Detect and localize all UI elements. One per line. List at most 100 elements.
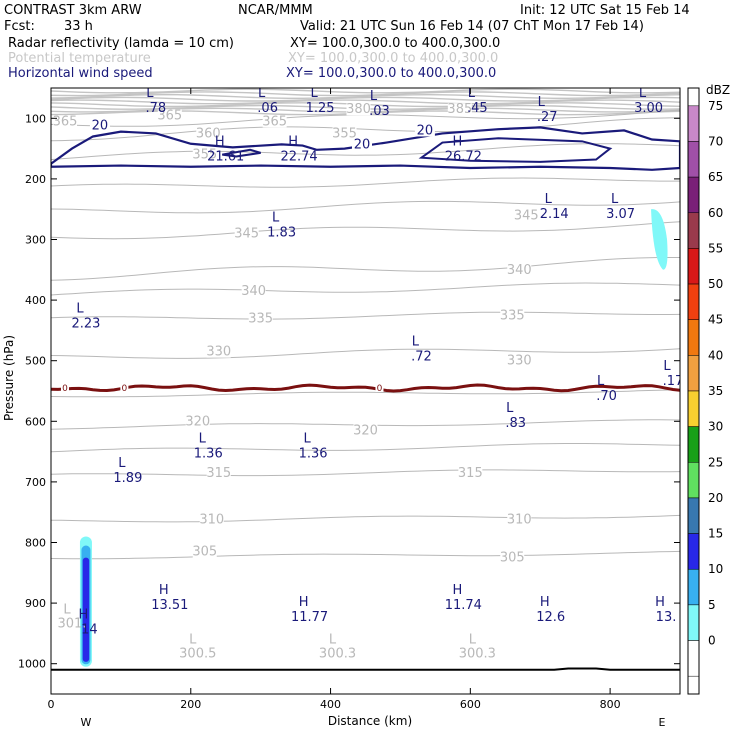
wind-extremum-marker: H (452, 135, 462, 150)
wind-extremum-value: 1.83 (267, 225, 296, 240)
colorbar-label: 5 (708, 598, 716, 612)
x-end-label-east: E (659, 716, 666, 729)
wind-extremum-marker: L (639, 86, 647, 101)
wind-extremum-value: .83 (505, 416, 526, 431)
theta-contour-label: 365 (157, 108, 182, 123)
theta-min-value: 300.3 (459, 647, 496, 662)
colorbar-label: 60 (708, 206, 723, 220)
theta-min-marker: L (63, 602, 71, 617)
wind20-label-bg (352, 138, 373, 151)
x-end-label-west: W (81, 716, 92, 729)
colorbar-label: 55 (708, 241, 723, 255)
theta-contour-label: 310 (507, 513, 532, 528)
colorbar-label: 65 (708, 170, 723, 184)
colorbar-label: 20 (708, 491, 723, 505)
theta-contour-upper (51, 93, 680, 99)
theta-min-value: 300.3 (319, 647, 356, 662)
theta-contour-label: 305 (192, 545, 217, 560)
wind-extremum-marker: H (655, 595, 665, 610)
theta-contour-upper (51, 91, 680, 97)
colorbar-label: 70 (708, 134, 723, 148)
wind-20-contour-label: 20 (417, 123, 434, 138)
x-tick-label: 800 (600, 698, 621, 711)
wind-20-contour-label: 20 (354, 137, 371, 152)
wind-extremum-marker: L (310, 86, 318, 101)
header-init: Init: 12 UTC Sat 15 Feb 14 (520, 3, 690, 18)
theta-contour-label: 340 (241, 284, 266, 299)
wind-extremum-marker: L (611, 192, 619, 207)
header-fcst-value: 33 h (64, 19, 93, 34)
theta-min-value: 301. (57, 616, 86, 631)
wind20-label-bg (89, 119, 110, 132)
colorbar-swatch (687, 497, 700, 534)
colorbar-unit: dBZ (706, 83, 730, 97)
colorbar-swatch (687, 462, 700, 499)
zero-label-bg (375, 382, 384, 392)
wind-extremum-value: .03 (369, 104, 390, 119)
theta-contour (51, 348, 680, 359)
colorbar-frame (687, 87, 700, 695)
theta-contour (51, 257, 680, 281)
x-tick-label: 600 (460, 698, 481, 711)
zero-contour-label: 0 (122, 384, 128, 394)
wind-extremum-marker: H (159, 583, 169, 598)
colorbar-label: 40 (708, 348, 723, 362)
wind-extremum-value: 12.6 (536, 610, 565, 625)
theta-contour (51, 221, 680, 240)
x-tick-label: 0 (48, 698, 55, 711)
wind-extremum-value: 3.07 (606, 207, 635, 222)
wind-extremum-value: .70 (596, 389, 617, 404)
y-tick-label: 800 (25, 537, 46, 550)
colorbar-swatch (687, 105, 700, 142)
colorbar-swatch (687, 176, 700, 214)
wind-extremum-value: .06 (257, 101, 278, 116)
theta-label-bg (507, 513, 532, 526)
x-axis-title: Distance (km) (328, 714, 412, 728)
wind-extremum-marker: L (118, 456, 126, 471)
colorbar-label: 0 (708, 634, 716, 648)
wind-extremum-value: 2.23 (71, 316, 100, 331)
theta-label-bg (241, 285, 266, 298)
y-tick-label: 300 (25, 234, 46, 247)
theta-contour (51, 469, 680, 477)
theta-contour (51, 117, 680, 142)
wind-extremum-value: 3.00 (634, 101, 663, 116)
theta-contour (51, 389, 680, 398)
wind-20-contour-inner (418, 137, 613, 163)
theta-contour (51, 514, 680, 523)
theta-label-bg (185, 415, 210, 428)
theta-min-value: 300.5 (179, 647, 216, 662)
theta-label-bg (52, 115, 77, 128)
zero-label-bg (60, 382, 69, 392)
wind-extremum-marker: L (272, 210, 280, 225)
wind-extremum-value: .45 (467, 101, 488, 116)
plot-area: 365 365 360 365 355 355 385 380 345 345 340 340 335 3… (18, 86, 681, 711)
wind-extremum-marker: L (597, 374, 605, 389)
theta-contour (51, 443, 680, 453)
theta-contour-label: 355 (192, 148, 217, 163)
wind-20-contour-label: 20 (92, 119, 109, 134)
field-xy-wind: XY= 100.0,300.0 to 400.0,300.0 (286, 66, 496, 81)
theta-contour-label: 335 (500, 308, 525, 323)
wind-extremum-marker: L (506, 401, 514, 416)
wind-extremum-value: 21.61 (207, 150, 244, 165)
colorbar-swatch (687, 426, 700, 463)
theta-contour-label: 335 (248, 311, 273, 326)
zero-dbz-contour (51, 383, 680, 393)
wind-extremum-value: 1.36 (299, 447, 328, 462)
theta-contour-label: 320 (185, 414, 210, 429)
colorbar-swatch (687, 640, 700, 677)
colorbar-label: 35 (708, 384, 723, 398)
theta-label-bg (206, 466, 231, 479)
field-xy-reflectivity: XY= 100.0,300.0 to 400.0,300.0 (290, 36, 500, 51)
colorbar-swatch (687, 248, 700, 285)
theta-contour-upper (51, 99, 680, 105)
wind-extremum-marker: L (146, 86, 154, 101)
theta-contour-label: 340 (507, 263, 532, 278)
theta-contour-label: 310 (199, 513, 224, 528)
colorbar-swatch (687, 568, 700, 606)
theta-contour-label: 345 (234, 226, 259, 241)
theta-label-bg (206, 345, 231, 358)
